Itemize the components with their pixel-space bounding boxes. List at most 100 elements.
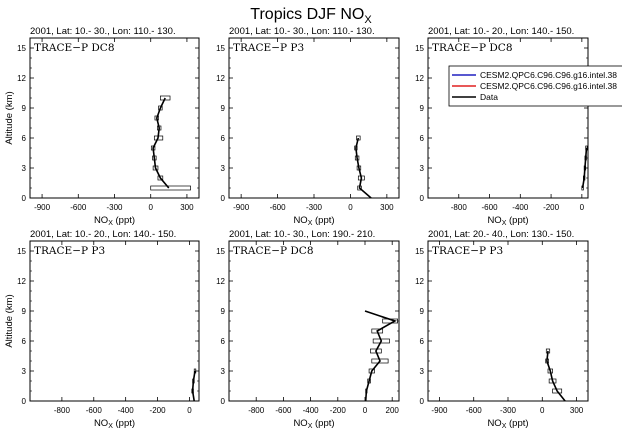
x-tick-label: -400 [118, 406, 135, 415]
x-tick-label: 0 [540, 406, 545, 415]
y-tick-label: 12 [216, 74, 225, 83]
range-box [552, 388, 563, 394]
plot-frame [228, 240, 400, 402]
y-tick-label: 0 [420, 397, 425, 406]
x-tick-label: -900 [431, 406, 448, 415]
range-box [157, 175, 164, 181]
range-box [584, 155, 587, 161]
plot-frame [427, 37, 589, 199]
range-box [193, 368, 197, 374]
x-axis-label-subscript: X [308, 220, 313, 227]
figure-title: Tropics DJF NOX [250, 6, 372, 26]
range-box [152, 155, 157, 161]
x-tick-label: 0 [148, 203, 153, 212]
campaign-label: TRACE−P DC8 [432, 42, 513, 54]
range-box [547, 368, 553, 374]
y-tick-label: 9 [420, 104, 425, 113]
y-axis-label: Altitude (km) [4, 91, 15, 144]
x-axis-label: NOX (ppt) [487, 418, 528, 430]
x-axis-label-main: NO [293, 215, 307, 226]
range-box [371, 328, 384, 334]
range-box [585, 145, 588, 151]
y-tick-label: 3 [221, 164, 226, 173]
campaign-label: TRACE−P DC8 [34, 42, 115, 54]
x-tick-label: -800 [248, 406, 265, 415]
x-axis-label-main: NO [94, 215, 108, 226]
y-tick-label: 0 [221, 397, 226, 406]
x-tick-label: 0 [348, 203, 353, 212]
x-tick-label: -400 [512, 203, 529, 212]
x-axis-label: NOX (ppt) [293, 215, 334, 227]
y-tick-label: 9 [420, 307, 425, 316]
panel-header: 2001, Lat: 20.- 40., Lon: 130.- 150. [428, 229, 574, 240]
figure-title-main: Tropics DJF NO [250, 6, 364, 23]
x-axis-label-unit: (ppt) [506, 418, 528, 429]
legend-label: Data [480, 92, 498, 102]
x-tick-label: -600 [70, 203, 87, 212]
y-tick-label: 3 [420, 164, 425, 173]
y-tick-label: 15 [17, 247, 26, 256]
range-box [545, 358, 549, 364]
panel-header: 2001, Lat: 10.- 30., Lon: 110.- 130. [30, 26, 176, 37]
x-tick-label: 300 [380, 203, 394, 212]
chart-panel-2: 2001, Lat: 10.- 30., Lon: 110.- 130. TRAC… [216, 26, 400, 227]
x-tick-label: 0 [187, 406, 192, 415]
figure-title-subscript: X [364, 14, 372, 26]
x-axis-label: NOX (ppt) [94, 215, 135, 227]
panel-header: 2001, Lat: 10.- 30., Lon: 110.- 130. [229, 26, 375, 37]
y-tick-label: 6 [221, 337, 226, 346]
x-axis-label: NOX (ppt) [487, 215, 528, 227]
range-box [372, 338, 390, 344]
campaign-label: TRACE−P P3 [34, 245, 105, 257]
range-box [157, 125, 162, 131]
y-tick-label: 15 [216, 247, 225, 256]
range-box [354, 155, 360, 161]
data-series [354, 135, 372, 198]
range-box [158, 105, 163, 111]
data-series [364, 310, 398, 401]
y-tick-label: 6 [221, 134, 226, 143]
chart-panel-5: 2001, Lat: 10.- 30., Lon: 190.- 210. TRAC… [216, 229, 400, 430]
range-box [548, 378, 557, 384]
data-series [150, 95, 191, 191]
panel-header: 2001, Lat: 10.- 30., Lon: 190.- 210. [229, 229, 375, 240]
range-box [581, 185, 584, 191]
series-line [152, 97, 170, 189]
range-box [154, 115, 159, 121]
x-axis-label-subscript: X [308, 423, 313, 430]
range-box [191, 388, 194, 394]
x-tick-label: -800 [451, 203, 468, 212]
y-tick-label: 6 [22, 134, 27, 143]
y-tick-label: 3 [420, 367, 425, 376]
legend-label: CESM2.QPC6.C96.C96.g16.intel.38 [480, 81, 617, 91]
plot-frame [228, 37, 400, 199]
x-tick-label: 300 [570, 406, 584, 415]
panel-header: 2001, Lat: 10.- 20., Lon: 140.- 150. [30, 229, 176, 240]
range-box [545, 348, 551, 354]
y-tick-label: 9 [221, 307, 226, 316]
y-tick-label: 9 [22, 104, 27, 113]
x-axis-label-main: NO [487, 418, 501, 429]
data-series [545, 348, 566, 401]
legend-label: CESM2.QPC6.C96.C96.g16.intel.38 [480, 70, 617, 80]
x-axis-label: NOX (ppt) [293, 418, 334, 430]
y-tick-label: 12 [216, 277, 225, 286]
y-tick-label: 6 [420, 337, 425, 346]
series-line [581, 147, 588, 189]
x-axis-label-main: NO [487, 215, 501, 226]
x-tick-label: -600 [466, 406, 483, 415]
y-tick-label: 6 [420, 134, 425, 143]
chart-panel-6: 2001, Lat: 20.- 40., Lon: 130.- 150. TRAC… [415, 229, 589, 430]
x-tick-label: -200 [543, 203, 560, 212]
y-tick-label: 12 [17, 74, 26, 83]
x-tick-label: -400 [303, 406, 320, 415]
data-series [191, 368, 197, 401]
y-tick-label: 15 [216, 44, 225, 53]
range-box [356, 135, 361, 141]
data-series [581, 145, 588, 191]
campaign-label: TRACE−P DC8 [233, 245, 314, 257]
y-tick-label: 9 [221, 104, 226, 113]
range-box [583, 175, 586, 181]
x-tick-label: -600 [270, 203, 287, 212]
